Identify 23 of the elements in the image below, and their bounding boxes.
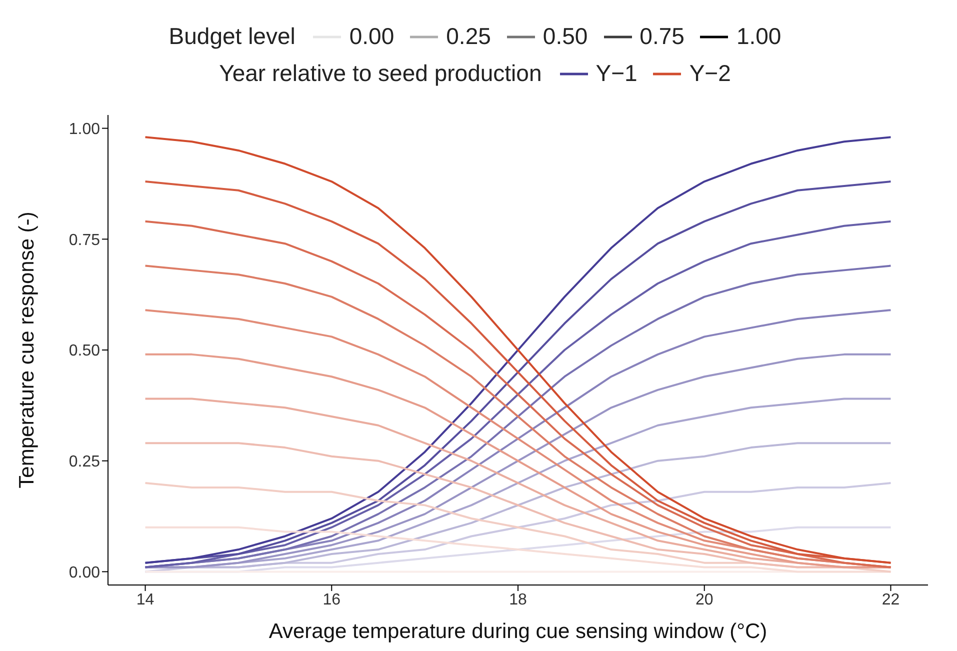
text: 0.50 bbox=[542, 23, 588, 50]
x-axis-title: Average temperature during cue sensing window (°C) bbox=[268, 620, 768, 643]
legend-label: Y−2 bbox=[689, 60, 731, 87]
text: Budget level bbox=[168, 23, 296, 50]
line-series bbox=[144, 353, 892, 568]
text: 0.25 bbox=[446, 23, 491, 50]
x-tick-label: 16 bbox=[322, 591, 341, 608]
legend-label: Y−1 bbox=[596, 60, 638, 87]
y-tick-label: 0.50 bbox=[68, 342, 100, 360]
x-tick-label: 14 bbox=[136, 591, 154, 608]
text: 1.00 bbox=[736, 23, 782, 50]
text: 0.75 bbox=[640, 23, 684, 50]
x-tick-label: 18 bbox=[509, 591, 527, 608]
line-series bbox=[144, 442, 892, 568]
text: 0.00 bbox=[349, 23, 394, 50]
legend-title: Year relative to seed production bbox=[219, 60, 542, 87]
y-axis-title: Temperature cue response (-) bbox=[15, 212, 38, 488]
y-tick-label: 0.00 bbox=[68, 564, 100, 582]
x-tick-label: 20 bbox=[695, 591, 714, 608]
x-tick-label: 22 bbox=[882, 591, 900, 608]
y-tick-label: 1.00 bbox=[68, 120, 100, 138]
y-tick-label: 0.25 bbox=[68, 454, 100, 471]
y-tick-label: 0.75 bbox=[68, 232, 100, 249]
